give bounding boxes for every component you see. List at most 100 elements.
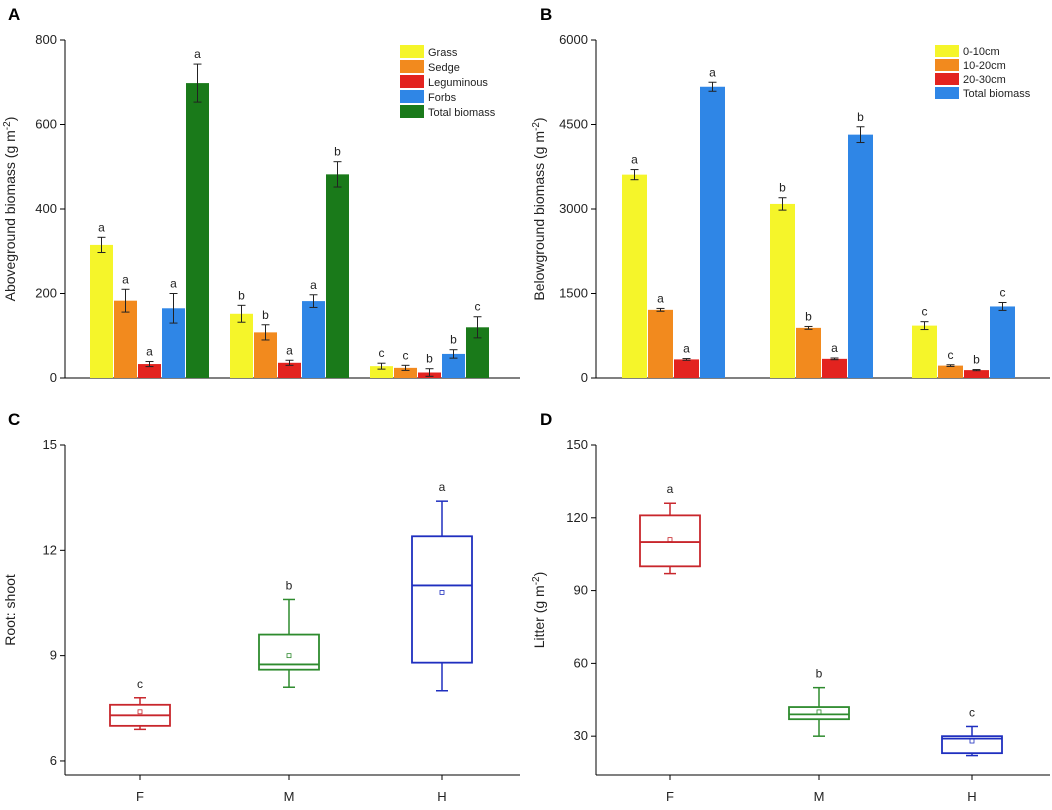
y-tick-label: 60 <box>574 655 588 670</box>
box-iqr <box>639 514 701 568</box>
significance-letter: c <box>948 348 954 362</box>
significance-letter: b <box>805 309 812 323</box>
mean-marker <box>439 590 445 595</box>
x-tick-label: H <box>437 789 446 804</box>
significance-letter: b <box>857 110 864 124</box>
y-tick-label: 30 <box>574 728 588 743</box>
panel-letter: A <box>8 5 20 24</box>
x-tick-label: M <box>284 789 295 804</box>
bar-sedge-M <box>254 332 277 378</box>
y-tick-label: 90 <box>574 583 588 598</box>
y-tick-label: 15 <box>43 437 57 452</box>
x-tick-label: H <box>967 789 976 804</box>
legend-label: 10-20cm <box>963 60 1006 72</box>
y-tick-label: 400 <box>35 201 57 216</box>
y-axis-label: Belowground biomass (g m-2) <box>531 117 547 300</box>
x-tick-label: M <box>814 789 825 804</box>
bar-10-20cm-H <box>938 365 963 378</box>
bar-10-20cm-M <box>796 327 821 378</box>
legend-swatch <box>935 59 959 71</box>
legend-swatch <box>400 45 424 58</box>
significance-letter: a <box>657 291 664 305</box>
y-tick-label: 6000 <box>559 32 588 47</box>
bar-20-30cm-F <box>674 359 699 378</box>
y-tick-label: 800 <box>35 32 57 47</box>
box-M: b <box>258 578 320 688</box>
significance-letter: a <box>146 345 153 359</box>
significance-letter: a <box>831 341 838 355</box>
panel-C: C 6 9 12 15 Root: shoot F M Hc b a <box>2 410 520 804</box>
mean-marker <box>286 653 292 659</box>
significance-letter: b <box>973 353 980 367</box>
significance-letter: a <box>122 272 129 286</box>
significance-letter: c <box>379 346 385 360</box>
mean-marker <box>969 738 975 744</box>
legend-swatch <box>400 75 424 88</box>
y-tick-label: 120 <box>566 510 588 525</box>
y-tick-label: 150 <box>566 437 588 452</box>
bar-sedge-F <box>114 300 137 378</box>
bar-total-biomass-H <box>466 327 489 378</box>
y-tick-label: 600 <box>35 117 57 132</box>
y-tick-label: 6 <box>50 753 57 768</box>
significance-letter: a <box>683 342 690 356</box>
y-tick-label: 12 <box>43 542 57 557</box>
legend-label: Forbs <box>428 92 457 104</box>
box-M: b <box>788 667 850 737</box>
legend-label: Sedge <box>428 62 460 74</box>
significance-letter: b <box>426 352 433 366</box>
bar-total-biomass-F <box>700 86 725 379</box>
box-F: c <box>109 677 171 731</box>
legend-swatch <box>935 45 959 57</box>
bar-sedge-H <box>394 367 417 378</box>
significance-letter: b <box>779 181 786 195</box>
significance-letter: b <box>334 145 341 159</box>
significance-letter: b <box>262 308 269 322</box>
bar-forbs-M <box>302 301 325 378</box>
box-F: a <box>639 482 701 575</box>
legend-label: Grass <box>428 47 458 59</box>
box-iqr <box>788 706 850 721</box>
significance-letter: a <box>286 343 293 357</box>
legend-swatch <box>935 73 959 85</box>
significance-letter: a <box>310 278 317 292</box>
y-axis-label: Root: shoot <box>2 574 18 646</box>
significance-letter: c <box>137 677 143 691</box>
bar-grass-M <box>230 313 253 378</box>
x-tick-label: F <box>136 789 144 804</box>
box-iqr <box>941 735 1003 755</box>
panel-A: A 0 200 400 600 800 Aboveground biomass (g m-2… <box>2 5 520 385</box>
mean-marker <box>667 537 673 543</box>
y-tick-label: 9 <box>50 648 57 663</box>
significance-letter: a <box>170 277 177 291</box>
bar-grass-H <box>370 366 393 378</box>
mean-marker <box>137 709 143 715</box>
significance-letter: c <box>922 305 928 319</box>
bar-10-20cm-F <box>648 309 673 378</box>
significance-letter: c <box>475 300 481 314</box>
box-iqr <box>258 633 320 671</box>
panel-letter: D <box>540 410 552 429</box>
significance-letter: b <box>238 288 245 302</box>
y-tick-label: 0 <box>50 370 57 385</box>
box-H: c <box>941 705 1003 757</box>
box-iqr <box>411 535 473 664</box>
legend-swatch <box>400 60 424 73</box>
panel-B: B 0 1500 3000 4500 6000 Belowground biomass (g… <box>531 5 1050 385</box>
legend-swatch <box>935 87 959 99</box>
legend: 0-10cm 10-20cm 20-30cm Total biomass <box>935 45 1031 100</box>
bar-leguminous-M <box>278 362 301 378</box>
bar-total-biomass-M <box>848 134 873 378</box>
legend-swatch <box>400 90 424 103</box>
y-tick-label: 200 <box>35 286 57 301</box>
legend: Grass Sedge Leguminous Forbs Total biomass <box>400 45 496 119</box>
bar-leguminous-F <box>138 364 161 378</box>
y-tick-label: 1500 <box>559 286 588 301</box>
y-axis-label: Aboveground biomass (g m-2) <box>2 117 18 302</box>
significance-letter: b <box>450 333 457 347</box>
y-axis-label: Litter (g m-2) <box>531 572 547 649</box>
significance-letter: a <box>439 480 446 494</box>
significance-letter: b <box>816 667 823 681</box>
significance-letter: b <box>286 578 293 592</box>
bar-0-10cm-F <box>622 174 647 378</box>
